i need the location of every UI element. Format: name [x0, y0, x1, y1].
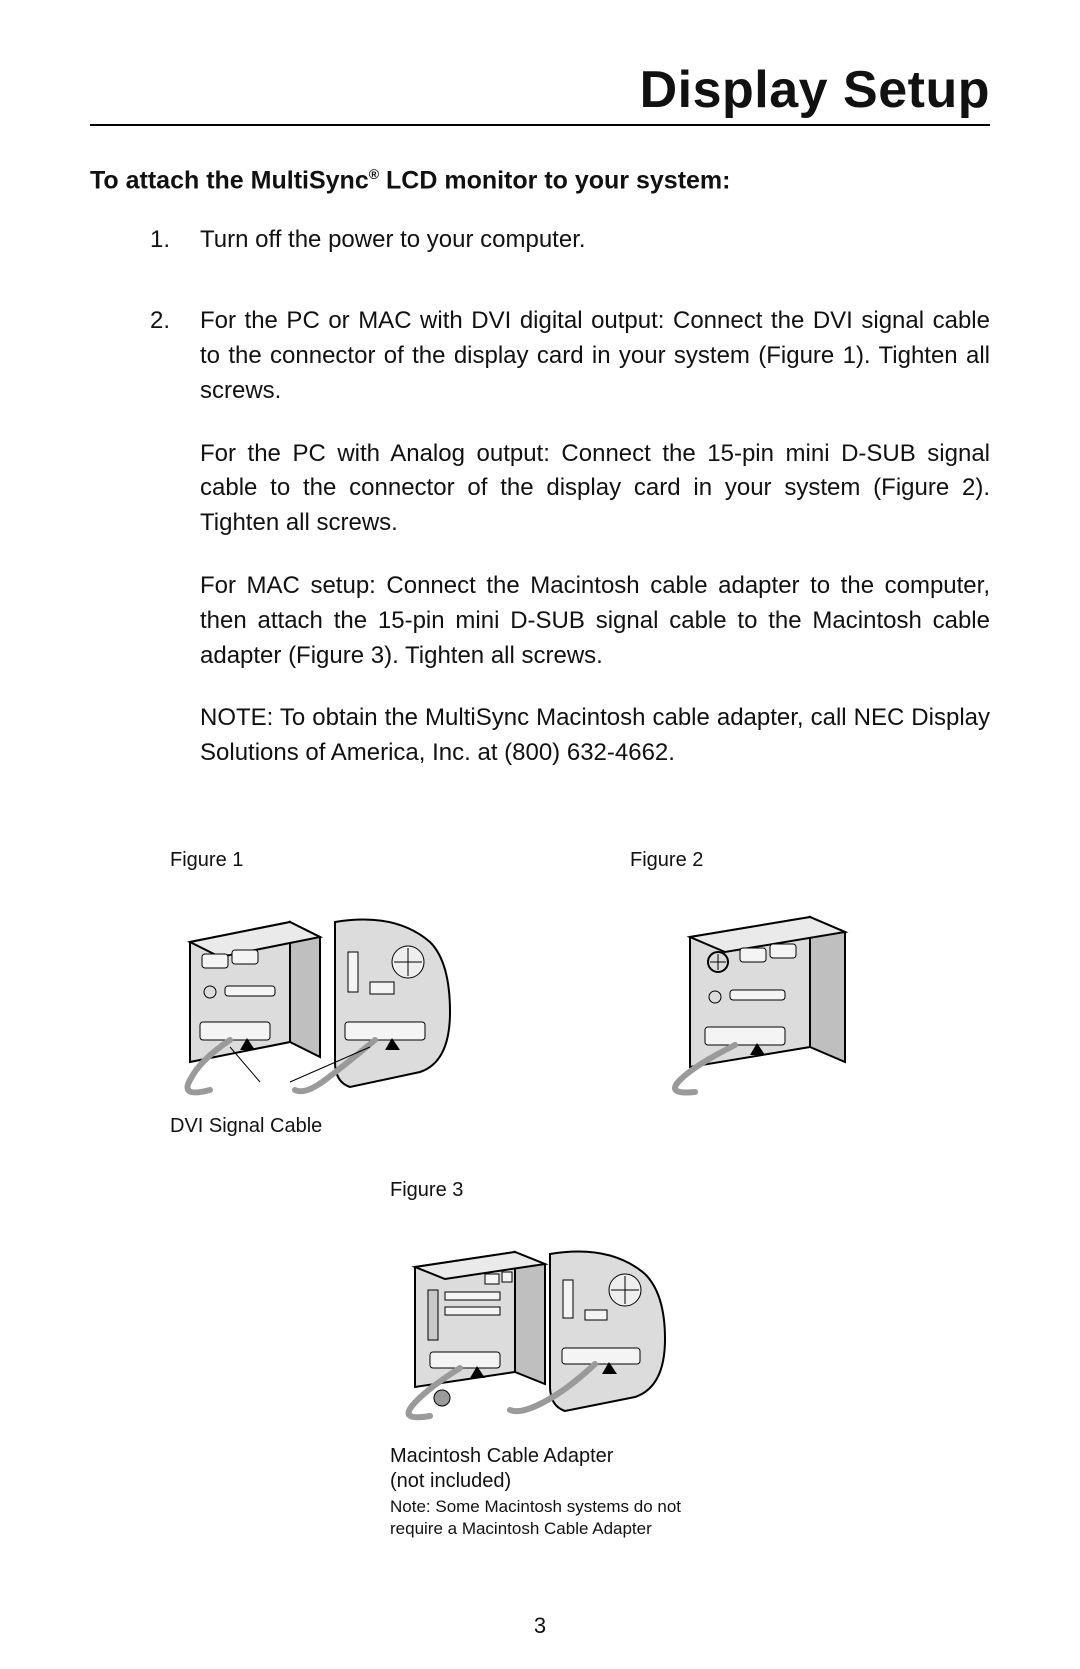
figure-1: Figure 1	[170, 849, 470, 1139]
note-line: require a Macintosh Cable Adapter	[390, 1519, 652, 1538]
subhead-suffix: LCD monitor to your system:	[379, 166, 730, 194]
caption-line: (not included)	[390, 1470, 511, 1492]
figure-3: Figure 3	[390, 1179, 690, 1540]
computer-dsub-illustration	[630, 882, 930, 1102]
step-body: Turn off the power to your computer.	[200, 223, 990, 286]
figure-row-bottom: Figure 3	[90, 1179, 990, 1540]
step-number: 2.	[150, 304, 200, 799]
registered-mark: ®	[369, 166, 379, 182]
step-paragraph: For MAC setup: Connect the Macintosh cab…	[200, 569, 990, 673]
page-number: 3	[0, 1613, 1080, 1639]
figure-caption: DVI Signal Cable	[170, 1114, 470, 1139]
step-paragraph: For the PC or MAC with DVI digital outpu…	[200, 304, 990, 408]
figure-label: Figure 1	[170, 849, 470, 872]
page-header: Display Setup	[90, 60, 990, 126]
step-body: For the PC or MAC with DVI digital outpu…	[200, 304, 990, 799]
step-item: 1. Turn off the power to your computer.	[150, 223, 990, 286]
step-paragraph: Turn off the power to your computer.	[200, 223, 990, 258]
document-page: Display Setup To attach the MultiSync® L…	[0, 0, 1080, 1669]
computer-dvi-illustration	[170, 882, 470, 1102]
step-number: 1.	[150, 223, 200, 286]
figure-note: Note: Some Macintosh systems do not requ…	[390, 1496, 690, 1540]
figure-caption: Macintosh Cable Adapter (not included)	[390, 1444, 690, 1494]
page-title: Display Setup	[90, 60, 990, 120]
computer-mac-illustration	[390, 1212, 690, 1432]
figure-2: Figure 2	[630, 849, 930, 1139]
note-line: Note: Some Macintosh systems do not	[390, 1497, 681, 1516]
step-paragraph: For the PC with Analog output: Connect t…	[200, 437, 990, 541]
step-note: NOTE: To obtain the MultiSync Macintosh …	[200, 701, 990, 771]
figures-block: Figure 1	[90, 849, 990, 1540]
section-subhead: To attach the MultiSync® LCD monitor to …	[90, 166, 990, 195]
step-list: 1. Turn off the power to your computer. …	[150, 223, 990, 799]
caption-line: Macintosh Cable Adapter	[390, 1445, 613, 1467]
subhead-prefix: To attach the MultiSync	[90, 166, 369, 194]
step-item: 2. For the PC or MAC with DVI digital ou…	[150, 304, 990, 799]
figure-label: Figure 2	[630, 849, 930, 872]
figure-row-top: Figure 1	[170, 849, 990, 1139]
figure-label: Figure 3	[390, 1179, 690, 1202]
